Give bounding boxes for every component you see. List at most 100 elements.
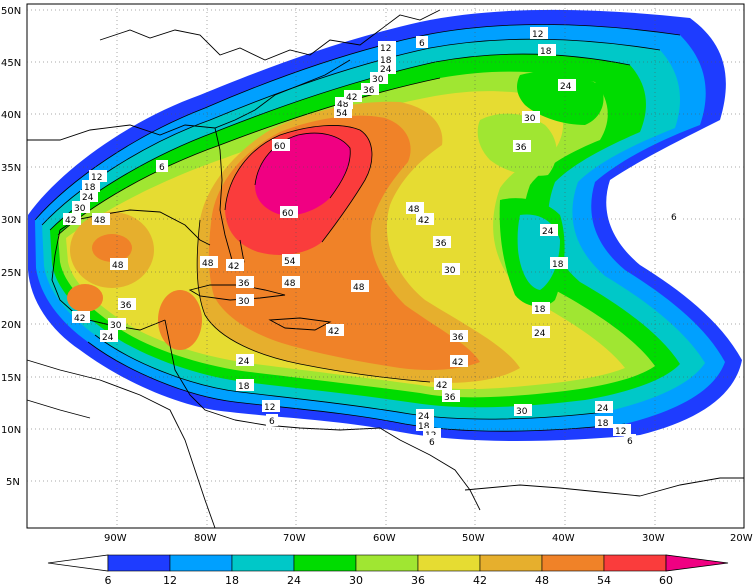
- contour-label: 42: [63, 213, 81, 226]
- svg-text:12: 12: [91, 173, 102, 183]
- contour-label: 12: [262, 400, 280, 413]
- colorbar-swatch: [603, 554, 667, 572]
- svg-text:60: 60: [282, 209, 294, 219]
- svg-text:48: 48: [408, 205, 420, 215]
- contour-label: 42: [326, 324, 344, 337]
- svg-text:30: 30: [516, 407, 528, 417]
- colorbar-tick-label: 54: [597, 574, 611, 586]
- colorbar-tick-label: 18: [225, 574, 239, 586]
- contour-label: 42: [450, 355, 468, 368]
- contour-label: 36: [118, 298, 136, 311]
- contour-label: 42: [226, 259, 244, 272]
- contour-label: 24: [100, 330, 118, 343]
- colorbar-swatch: [417, 554, 481, 572]
- contour-label: 30: [236, 294, 254, 307]
- svg-text:30: 30: [372, 75, 384, 85]
- contour-label: 6: [624, 434, 636, 447]
- contour-label: 18: [236, 379, 254, 392]
- svg-text:36: 36: [435, 239, 447, 249]
- lon-label: 70W: [283, 533, 306, 544]
- contour-label: 6: [426, 435, 438, 448]
- lon-label: 60W: [373, 533, 396, 544]
- svg-text:18: 18: [380, 56, 392, 66]
- contour-label: 18: [378, 53, 396, 66]
- lat-label: 25N: [1, 268, 21, 279]
- svg-text:36: 36: [452, 333, 464, 343]
- band-60: [255, 133, 351, 216]
- contour-label: 48: [351, 280, 369, 293]
- contour-label: 24: [558, 79, 576, 92]
- contour-label: 42: [344, 90, 362, 103]
- svg-text:12: 12: [532, 30, 543, 40]
- contour-label: 18: [550, 257, 568, 270]
- svg-text:42: 42: [418, 216, 429, 226]
- contour-label: 30: [370, 72, 388, 85]
- contour-label: 60: [280, 206, 298, 219]
- lat-label: 50N: [1, 6, 21, 17]
- contour-label: 6: [156, 160, 168, 173]
- svg-text:42: 42: [328, 327, 339, 337]
- svg-text:18: 18: [552, 260, 564, 270]
- svg-text:12: 12: [264, 403, 275, 413]
- graticule: [27, 4, 744, 528]
- svg-text:42: 42: [74, 314, 85, 324]
- colorbar-tick-label: 36: [411, 574, 425, 586]
- lat-label: 15N: [1, 373, 21, 384]
- contour-label: 36: [433, 236, 451, 249]
- contour-label: 48: [110, 258, 128, 271]
- contour-label: 48: [200, 256, 218, 269]
- svg-text:6: 6: [429, 438, 435, 448]
- svg-text:18: 18: [597, 419, 609, 429]
- contour-label: 48: [92, 213, 110, 226]
- contour-label: 36: [513, 140, 531, 153]
- contour-label: 24: [595, 401, 613, 414]
- svg-text:24: 24: [82, 193, 94, 203]
- svg-text:36: 36: [120, 301, 132, 311]
- lat-label: 35N: [1, 163, 21, 174]
- carib-high: [158, 290, 202, 350]
- svg-text:24: 24: [238, 357, 250, 367]
- svg-text:48: 48: [202, 259, 214, 269]
- svg-text:18: 18: [238, 382, 250, 392]
- lon-label: 90W: [104, 533, 127, 544]
- svg-text:24: 24: [534, 329, 546, 339]
- contour-label: 18: [82, 180, 100, 193]
- contour-label: 42: [434, 378, 452, 391]
- svg-text:6: 6: [159, 163, 165, 173]
- contour-label: 42: [72, 311, 90, 324]
- contour-label: 36: [442, 390, 460, 403]
- svg-text:42: 42: [228, 262, 239, 272]
- colorbar-tick-label: 6: [105, 574, 112, 586]
- svg-text:30: 30: [110, 321, 122, 331]
- colorbar-tick-label: 42: [473, 574, 487, 586]
- contour-label: 30: [108, 318, 126, 331]
- contour-lines: [34, 24, 681, 432]
- svg-text:48: 48: [112, 261, 124, 271]
- svg-text:6: 6: [419, 39, 425, 49]
- colorbar-tick-label: 12: [163, 574, 177, 586]
- svg-text:42: 42: [452, 358, 463, 368]
- contour-value-labels: 60 60 54 54 48 42 36 30 24 18 12 6 12 18…: [63, 27, 680, 448]
- colorbar-swatch: [293, 554, 357, 572]
- svg-text:18: 18: [534, 305, 546, 315]
- lat-label: 10N: [1, 425, 21, 436]
- colorbar-swatch: [541, 554, 605, 572]
- contour-label: 60: [272, 139, 290, 152]
- svg-text:6: 6: [627, 437, 633, 447]
- svg-text:42: 42: [436, 381, 447, 391]
- colorbar-swatch: [107, 554, 171, 572]
- lon-label: 80W: [194, 533, 217, 544]
- svg-text:54: 54: [336, 109, 348, 119]
- lon-label: 50W: [462, 533, 485, 544]
- gulf-high-1b: [92, 234, 132, 262]
- contour-label: 54: [282, 254, 300, 267]
- svg-text:30: 30: [524, 114, 536, 124]
- colorbar-swatch: [479, 554, 543, 572]
- colorbar-high-arrow: [665, 554, 729, 572]
- lat-labels: 50N 45N 40N 35N 30N 25N 20N 15N 10N 5N: [1, 6, 21, 488]
- colorbar-tick-label: 30: [349, 574, 363, 586]
- contour-label: 30: [442, 263, 460, 276]
- lon-label: 30W: [642, 533, 665, 544]
- contour-label: 6: [668, 210, 680, 223]
